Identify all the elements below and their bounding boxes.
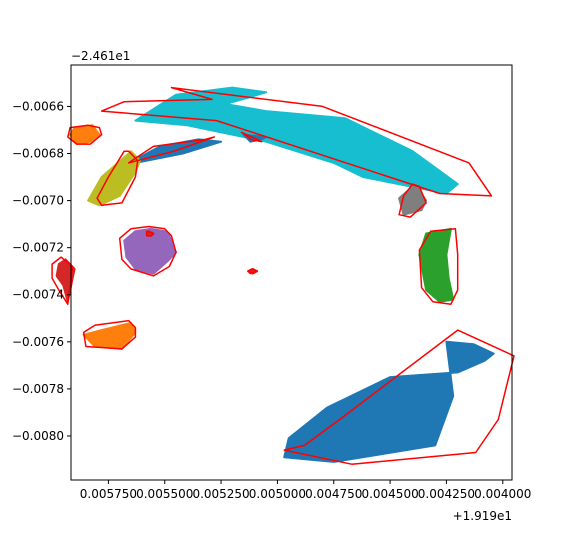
hull-outline-5 — [118, 225, 177, 277]
hull-outline-6 — [51, 256, 74, 305]
x-axis: 0.005750 0.005500 0.005250 0.005000 0.004750… — [80, 480, 531, 501]
y-tick-label-2: −0.0070 — [12, 194, 64, 208]
y-tick-label-3: −0.0072 — [12, 241, 64, 255]
y-tick-label-6: −0.0078 — [12, 382, 64, 396]
hull-outline-11 — [145, 230, 155, 237]
y-tick-label-7: −0.0080 — [12, 429, 64, 443]
y-axis: −0.0066 −0.0068 −0.0070 −0.0072 −0.0074 −0.00… — [12, 99, 71, 443]
hull-outline-4 — [67, 124, 103, 145]
hulls-layer — [51, 86, 515, 465]
plot-frame — [70, 64, 513, 481]
hull-outline-2 — [127, 136, 216, 164]
region-0 — [283, 340, 495, 463]
y-tick-label-4: −0.0074 — [12, 288, 64, 302]
hull-outline-0 — [283, 329, 515, 465]
x-tick-label-0: 0.005750 — [80, 487, 137, 501]
x-tick-label-1: 0.005500 — [136, 487, 193, 501]
y-offset-label: −2.461e1 — [71, 49, 130, 63]
hull-outline-1 — [100, 86, 493, 197]
y-tick-label-1: −0.0068 — [12, 147, 64, 161]
hull-outline-3 — [96, 150, 139, 207]
region-8 — [418, 227, 455, 303]
region-1 — [134, 86, 459, 195]
hull-outline-7 — [82, 319, 137, 350]
hull-outline-10 — [240, 131, 263, 143]
x-tick-label-6: 0.004250 — [418, 487, 475, 501]
region-5 — [123, 227, 177, 275]
x-tick-label-5: 0.004500 — [361, 487, 418, 501]
y-tick-label-5: −0.0076 — [12, 335, 64, 349]
x-tick-label-4: 0.004750 — [305, 487, 362, 501]
hull-outline-12 — [247, 268, 258, 275]
x-offset-label: +1.919e1 — [453, 509, 512, 523]
hull-outline-8 — [418, 228, 459, 305]
x-tick-label-2: 0.005250 — [192, 487, 249, 501]
x-tick-label-3: 0.005000 — [249, 487, 306, 501]
hull-outline-9 — [398, 183, 427, 218]
y-tick-label-0: −0.0066 — [12, 99, 64, 113]
x-tick-label-7: 0.004000 — [474, 487, 531, 501]
